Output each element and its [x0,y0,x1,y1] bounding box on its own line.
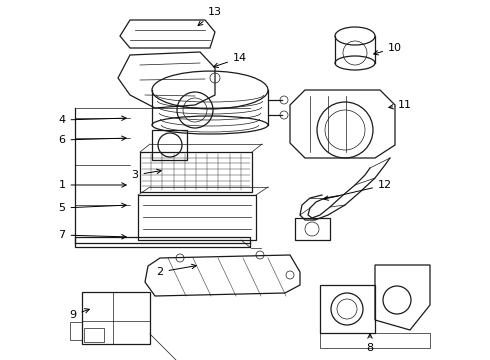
Text: 8: 8 [367,334,373,353]
Bar [295,218,330,240]
Text: 12: 12 [324,180,392,200]
Text: 5: 5 [58,203,126,213]
Bar [152,130,187,160]
Text: 14: 14 [214,53,247,67]
Bar [138,195,256,240]
Text: 11: 11 [389,100,412,110]
Text: 3: 3 [131,169,161,180]
Bar [84,328,104,342]
Text: 10: 10 [374,43,402,55]
Bar [75,237,250,247]
Text: 13: 13 [198,7,222,26]
Text: 7: 7 [58,230,126,240]
Text: 9: 9 [70,309,89,320]
Bar [320,285,375,333]
Bar [82,292,150,344]
Bar [140,152,252,192]
Text: 2: 2 [156,264,196,277]
Text: 4: 4 [58,115,126,125]
Text: 1: 1 [58,180,126,190]
Text: 6: 6 [58,135,126,145]
Bar [70,322,82,340]
